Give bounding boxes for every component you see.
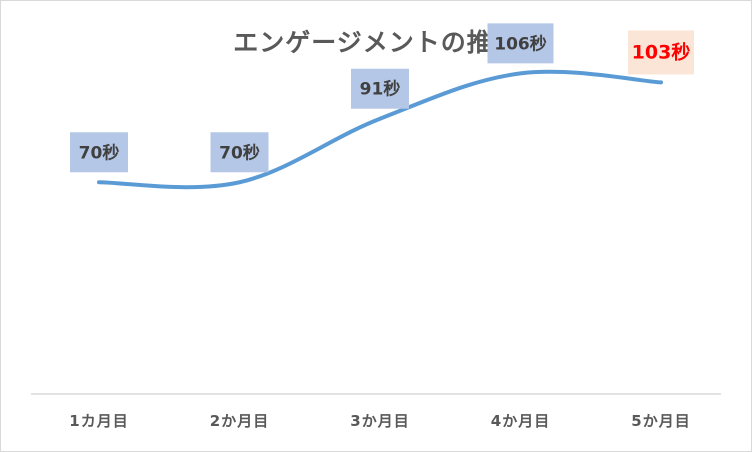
data-label: 103秒 (632, 40, 691, 63)
chart-title: エンゲージメントの推移 (233, 28, 519, 57)
data-label: 70秒 (79, 142, 120, 163)
data-label-box (487, 23, 554, 64)
data-label: 70秒 (219, 142, 260, 163)
data-label: 91秒 (360, 79, 401, 100)
category-label: 3か月目 (350, 412, 409, 430)
data-label-box-highlight (628, 30, 694, 75)
data-label-box (70, 132, 128, 173)
data-labels: 70秒 70秒 91秒 106秒 103秒 (70, 23, 694, 173)
category-label: 1カ月目 (69, 412, 128, 430)
category-axis-labels: 1カ月目 2か月目 3か月目 4か月目 5か月目 (69, 412, 690, 430)
category-label: 4か月目 (491, 412, 550, 430)
category-label: 5か月目 (631, 412, 690, 430)
category-label: 2か月目 (210, 412, 269, 430)
data-label: 106秒 (494, 33, 547, 54)
data-label-box (351, 68, 409, 109)
data-label-box (210, 132, 269, 173)
series-line (97, 69, 663, 190)
